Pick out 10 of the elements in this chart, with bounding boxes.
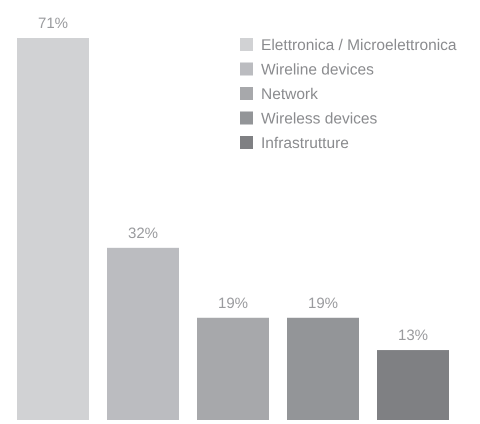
legend-label: Elettronica / Microelettronica <box>261 37 457 54</box>
legend-label: Wireless devices <box>261 110 378 128</box>
data-label: 19% <box>308 294 338 312</box>
data-label: 13% <box>398 327 428 344</box>
data-label: 32% <box>128 224 158 242</box>
legend-label: Wireline devices <box>261 62 374 78</box>
legend-label: Network <box>261 86 318 103</box>
data-label: 71% <box>38 15 68 32</box>
legend-label: Infrastrutture <box>261 135 349 152</box>
data-label: 19% <box>218 294 248 312</box>
